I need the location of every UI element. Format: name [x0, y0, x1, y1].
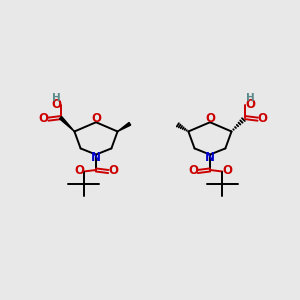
Text: O: O: [51, 98, 61, 111]
Text: O: O: [205, 112, 215, 125]
Text: O: O: [257, 112, 267, 125]
Text: O: O: [245, 98, 255, 111]
Text: O: O: [222, 164, 232, 177]
Polygon shape: [59, 116, 74, 131]
Text: O: O: [39, 112, 49, 125]
Text: N: N: [205, 151, 215, 164]
Text: N: N: [91, 151, 101, 164]
Text: O: O: [74, 164, 84, 177]
Text: O: O: [91, 112, 101, 125]
Text: H: H: [52, 93, 60, 103]
Polygon shape: [118, 122, 131, 131]
Text: O: O: [188, 164, 198, 177]
Text: H: H: [246, 93, 254, 103]
Text: O: O: [108, 164, 118, 177]
